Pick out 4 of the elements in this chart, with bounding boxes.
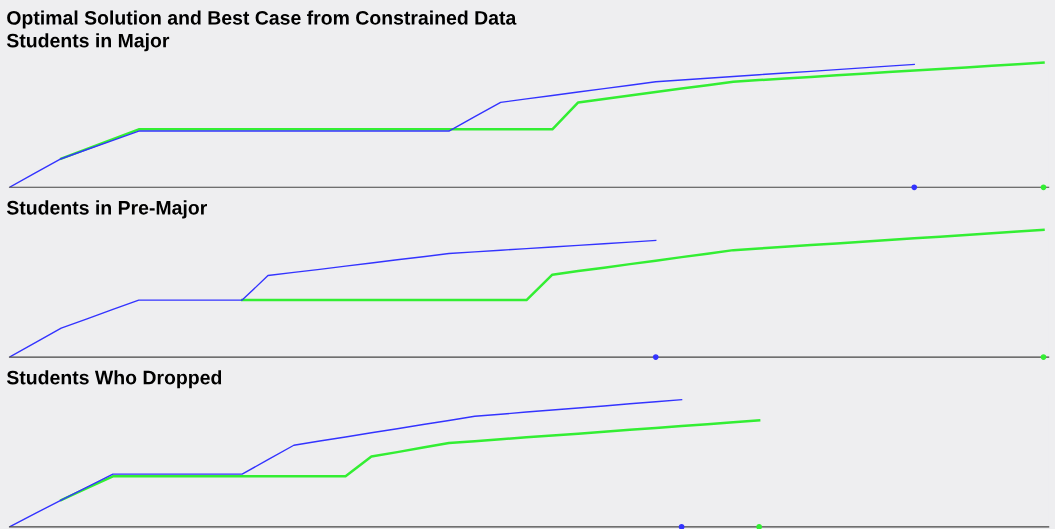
chart-title: Students Who Dropped [6, 370, 222, 389]
chart-subtitle: Students in Major [6, 33, 170, 52]
chart-title: Optimal Solution and Best Case from Constrained Data [7, 10, 517, 29]
chart-title: Students in Pre-Major [6, 200, 207, 219]
